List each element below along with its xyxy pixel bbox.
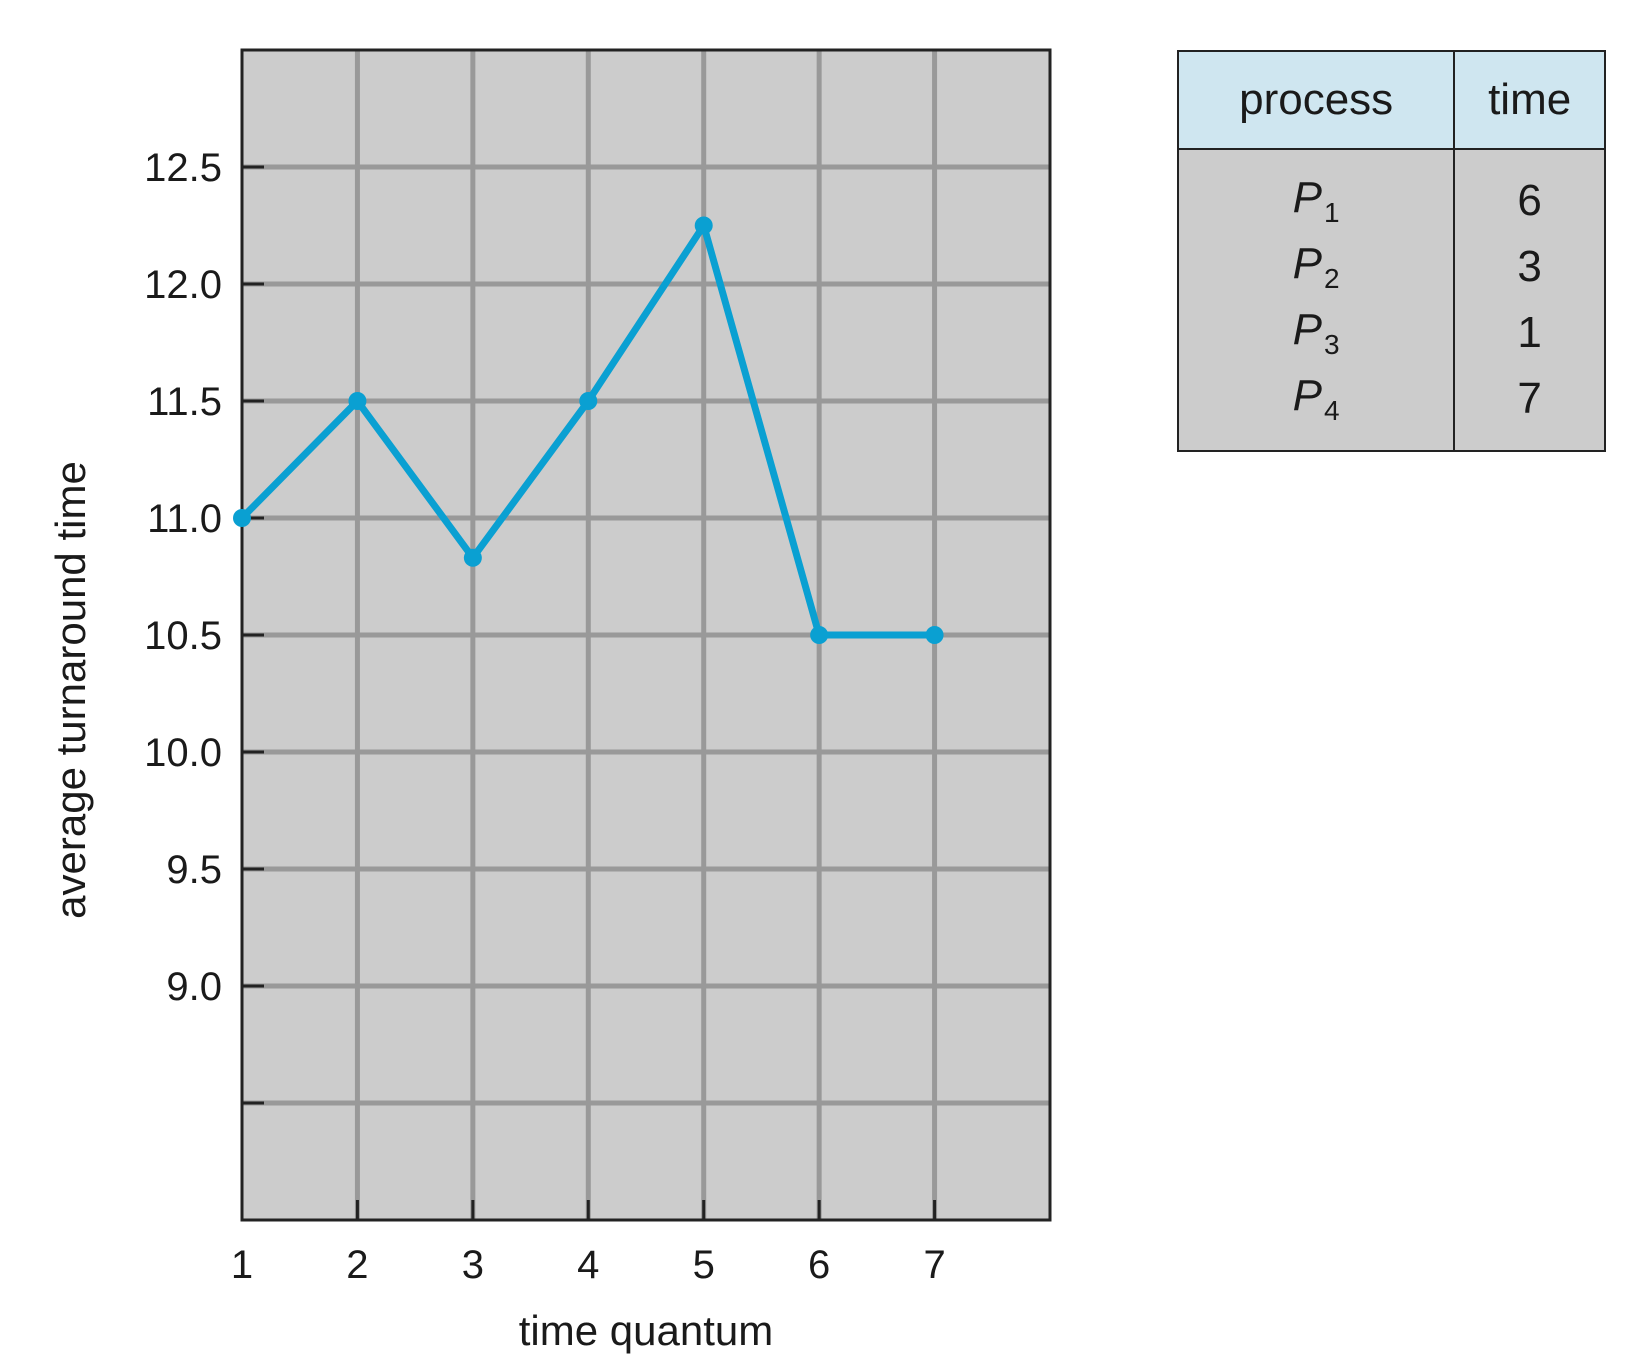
- data-point: [579, 392, 598, 410]
- x-tick-label: 1: [231, 1243, 253, 1287]
- table-row: P2 3: [1176, 234, 1606, 300]
- process-time: 6: [1453, 149, 1606, 234]
- table-row: P3 1: [1176, 300, 1606, 366]
- col-header-time: time: [1453, 50, 1606, 150]
- data-point: [694, 216, 713, 235]
- data-point: [463, 548, 482, 567]
- axis-ticks: 1 2 3 4 5 6 7 9.0 9.5 10.0 10.5 11.0 11.5 12.0 12.5: [144, 146, 946, 1287]
- x-tick-label: 7: [923, 1243, 945, 1287]
- y-tick-label: 10.0: [144, 731, 222, 775]
- process-time: 1: [1453, 300, 1606, 366]
- table-row: P1 6: [1176, 149, 1606, 234]
- y-tick-label: 12.0: [144, 263, 222, 307]
- y-axis-title: average turnaround time: [47, 461, 94, 919]
- process-name: P1: [1176, 149, 1456, 234]
- process-time: 3: [1453, 234, 1606, 300]
- x-tick-label: 5: [693, 1243, 715, 1287]
- data-point: [925, 626, 944, 644]
- y-tick-label: 11.5: [147, 380, 222, 424]
- y-tick-label: 9.5: [166, 848, 222, 892]
- y-tick-label: 11.0: [147, 497, 222, 541]
- process-name: P2: [1176, 234, 1456, 300]
- x-tick-label: 6: [808, 1243, 830, 1287]
- data-point: [810, 626, 829, 644]
- turnaround-chart: 1 2 3 4 5 6 7 9.0 9.5 10.0 10.5 11.0 11.5 12.0 12.5 ti…: [47, 48, 1052, 1354]
- process-time: 7: [1453, 366, 1606, 451]
- x-tick-label: 4: [577, 1243, 599, 1287]
- process-name: P3: [1176, 300, 1456, 366]
- process-table: process time P1 6 P2 3 P3 1 P4 7: [1176, 50, 1606, 452]
- y-tick-label: 12.5: [144, 146, 222, 190]
- data-point: [348, 392, 367, 410]
- y-tick-label: 9.0: [166, 965, 222, 1009]
- table-header-row: process time: [1176, 50, 1606, 150]
- data-point: [233, 509, 251, 527]
- x-axis-title: time quantum: [519, 1307, 773, 1354]
- col-header-process: process: [1176, 50, 1456, 150]
- table-row: P4 7: [1176, 366, 1606, 451]
- process-name: P4: [1176, 366, 1456, 451]
- series-line: [233, 216, 944, 644]
- x-tick-label: 2: [346, 1243, 368, 1287]
- y-tick-label: 10.5: [144, 614, 222, 658]
- x-tick-label: 3: [462, 1243, 484, 1287]
